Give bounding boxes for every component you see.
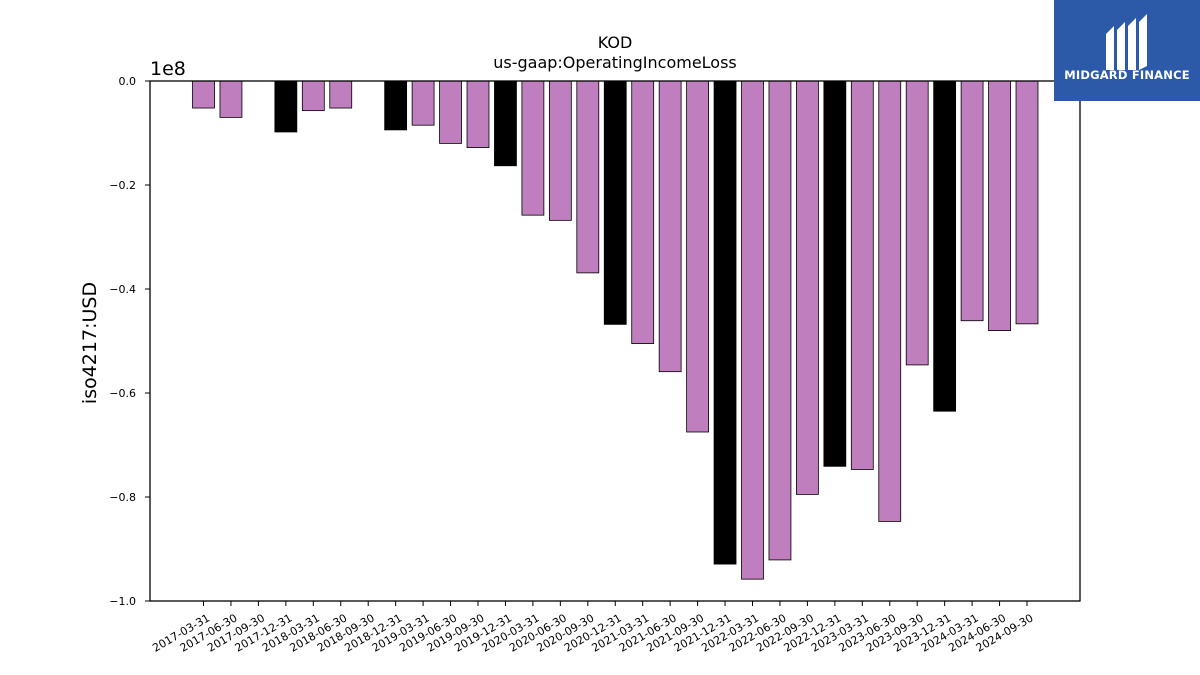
logo-text: MIDGARD FINANCE	[1064, 68, 1190, 82]
bar-2017-12-31	[274, 80, 298, 133]
plot-frame	[149, 80, 1081, 602]
bar-2019-06-30	[439, 80, 462, 144]
bar-2020-06-30	[548, 80, 572, 221]
y-tick-label: −0.4	[109, 283, 136, 296]
bar-2019-03-31	[411, 80, 435, 126]
bar-2024-03-31	[960, 80, 984, 322]
bar-2018-12-31	[384, 80, 408, 131]
bar-2017-06-30	[219, 80, 243, 118]
logo-mark-icon	[1106, 14, 1147, 70]
bar-2021-09-30	[686, 80, 709, 433]
bar-2020-12-31	[603, 80, 627, 325]
bar-2020-03-31	[521, 80, 545, 216]
chart-title: KOD	[598, 33, 633, 52]
bar-2022-09-30	[796, 80, 819, 495]
y-tick-label: −1.0	[109, 595, 136, 608]
bar-2017-03-31	[192, 80, 215, 109]
bar-2022-06-30	[768, 80, 792, 561]
y-tick-label: −0.2	[109, 179, 136, 192]
bar-2023-09-30	[905, 80, 929, 366]
y-tick-label: 0.0	[119, 75, 137, 88]
brand-logo: MIDGARD FINANCE	[1054, 0, 1200, 101]
y-offset-label: 1e8	[150, 58, 186, 80]
bar-2023-03-31	[850, 80, 874, 470]
bar-2022-12-31	[823, 80, 847, 467]
bar-2021-03-31	[631, 80, 655, 345]
y-tick-label: −0.6	[109, 387, 136, 400]
bar-2019-09-30	[466, 80, 490, 148]
bar-2023-12-31	[933, 80, 957, 412]
bar-2018-06-30	[329, 80, 353, 109]
bar-2021-06-30	[658, 80, 682, 373]
y-axis-label: iso4217:USD	[79, 282, 101, 404]
bar-2024-06-30	[988, 80, 1011, 332]
bar-2020-09-30	[576, 80, 600, 274]
bar-2024-09-30	[1015, 80, 1039, 325]
bar-2018-03-31	[301, 80, 325, 112]
bar-2022-03-31	[741, 80, 764, 580]
chart-subtitle: us-gaap:OperatingIncomeLoss	[493, 53, 737, 72]
bar-2021-12-31	[713, 80, 737, 565]
bar-2019-12-31	[494, 80, 517, 167]
y-tick-label: −0.8	[109, 491, 136, 504]
bar-2023-06-30	[878, 80, 902, 522]
